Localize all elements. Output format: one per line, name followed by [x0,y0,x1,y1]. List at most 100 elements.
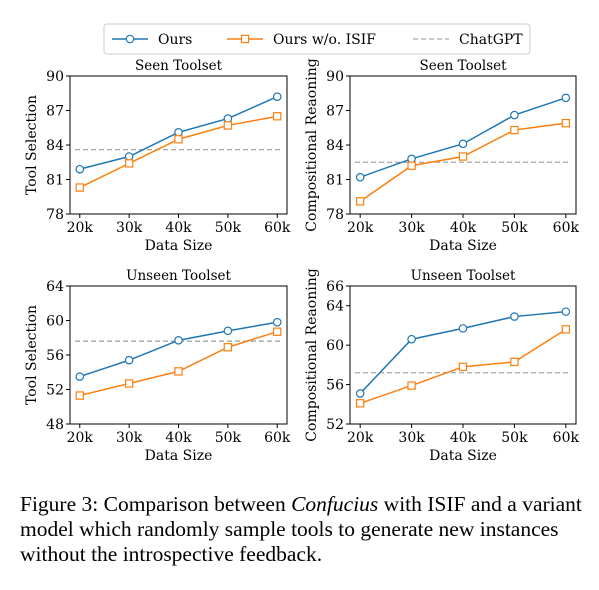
x-tick-label: 20k [347,430,374,446]
chart-panels: Seen Toolset 20k 30k 40k 50k 60k 78 81 84 87 90 Dat… [24,58,579,464]
series-line-2 [79,115,278,189]
y-axis-label: Compositional Reaoning [304,268,320,441]
x-tick-label: 30k [398,430,425,446]
data-point-s2-3 [458,152,468,161]
x-axis-label: Data Size [145,238,213,254]
y-tick-label: 81 [326,173,344,189]
x-axis-label: Data Size [429,238,497,254]
figure-caption: Figure 3: Comparison between Confucius w… [20,492,585,567]
x-tick-label: 30k [116,220,143,236]
data-point-s2-2 [124,379,134,388]
data-point-s2-3 [458,362,468,372]
data-point-s2-4 [510,125,519,135]
legend-label-1: Ours [158,32,192,48]
legend-label-3: ChatGPT [459,32,523,48]
figure: Ours Ours w/o. ISIF ChatGPT Seen Toolset 20… [24,23,579,464]
y-tick-label: 56 [326,378,344,394]
data-point-s2-2 [407,161,416,170]
data-point-s1-2 [407,334,416,344]
data-point-s2-2 [124,159,134,168]
panel-title: Unseen Toolset [411,268,516,284]
y-tick-label: 90 [46,69,64,85]
y-tick-label: 78 [326,207,344,223]
x-tick-label: 50k [501,220,528,236]
y-tick-label: 52 [46,383,64,399]
data-point-s2-1 [355,399,365,408]
y-tick-label: 52 [326,417,344,433]
x-tick-label: 60k [264,220,291,236]
y-axis-label: Tool Selection [24,305,40,405]
data-point-s1-1 [75,164,85,174]
y-tick-label: 66 [326,279,344,295]
legend-marker-2 [240,34,250,44]
y-tick-label: 90 [326,69,344,85]
data-point-s2-1 [355,197,365,206]
data-point-s2-2 [407,381,416,390]
y-tick-label: 60 [46,314,64,330]
x-tick-label: 20k [347,220,374,236]
panel-title: Seen Toolset [135,58,223,74]
y-tick-label: 81 [46,173,64,189]
data-point-s2-1 [75,391,84,400]
x-tick-label: 50k [215,220,242,236]
data-point-s1-2 [124,152,134,161]
data-point-s1-1 [75,372,85,381]
data-point-s2-4 [223,343,233,352]
x-tick-label: 40k [165,220,192,236]
data-point-s2-5 [561,118,571,128]
x-axis-label: Data Size [145,448,213,464]
data-point-s1-5 [561,307,571,316]
y-tick-label: 84 [46,138,64,154]
series-line-1 [359,310,566,394]
plot-frame [349,285,577,425]
legend-marker-1 [125,34,135,44]
data-point-s1-5 [561,93,571,103]
data-point-s1-3 [458,139,468,149]
x-tick-label: 40k [165,430,192,446]
legend-frame [103,23,531,55]
y-tick-label: 64 [46,279,64,295]
x-tick-label: 20k [67,220,94,236]
data-point-s2-5 [561,325,571,334]
data-point-s2-5 [273,327,282,336]
x-tick-label: 60k [553,220,580,236]
x-tick-label: 50k [501,430,528,446]
y-tick-label: 87 [46,104,64,120]
data-point-s1-5 [272,92,282,102]
data-point-s2-4 [223,121,233,130]
legend-label-2: Ours w/o. ISIF [273,32,376,48]
data-point-s1-5 [272,317,282,327]
y-tick-label: 78 [46,207,64,223]
data-point-s1-3 [458,324,468,333]
caption-italic: Confucius [291,492,379,516]
x-tick-label: 40k [450,220,477,236]
panel-title: Unseen Toolset [126,268,231,284]
y-tick-label: 48 [46,417,64,433]
data-point-s2-4 [510,357,519,367]
data-point-s2-3 [174,135,183,144]
panel-title: Seen Toolset [419,58,507,74]
chart-panel-3: Unseen Toolset 20k 30k 40k 50k 60k 48 52 56 60 64 D… [24,268,291,464]
data-point-s1-1 [355,389,365,398]
data-point-s2-5 [273,112,282,121]
data-point-s1-2 [407,154,416,164]
x-tick-label: 40k [450,430,477,446]
data-point-s1-2 [124,355,134,365]
data-point-s1-4 [223,326,233,336]
data-point-s1-4 [510,312,519,321]
chart-panel-2: Seen Toolset 20k 30k 40k 50k 60k 78 81 84 87 90 Dat… [304,58,579,254]
plot-frame [69,75,288,215]
data-point-s1-3 [174,128,183,137]
caption-suffix: with ISIF and a variant model which rand… [20,492,582,566]
x-tick-label: 50k [215,430,242,446]
y-axis-label: Compositional Reaoning [304,58,320,231]
y-tick-label: 56 [46,348,64,364]
plot-frame [69,285,288,425]
data-point-s1-3 [174,336,183,345]
chart-panel-4: Unseen Toolset 20k 30k 40k 50k 60k 52 56 60 64 66 D… [304,268,579,464]
y-tick-label: 60 [326,338,344,354]
x-tick-label: 20k [67,430,94,446]
x-tick-label: 60k [264,430,291,446]
series-line-1 [359,97,567,178]
chart-panel-1: Seen Toolset 20k 30k 40k 50k 60k 78 81 84 87 90 Dat… [24,58,291,254]
